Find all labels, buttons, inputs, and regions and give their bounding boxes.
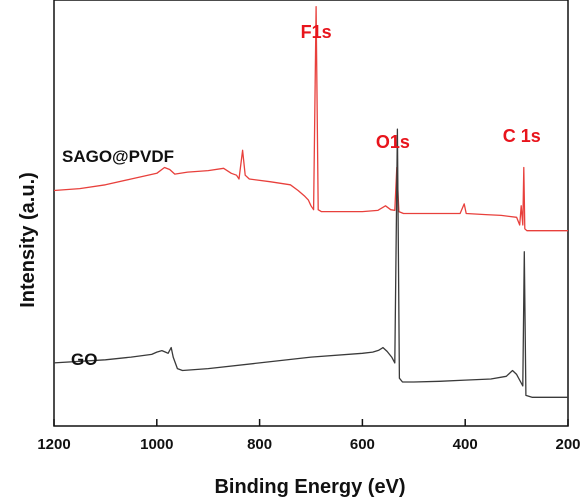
- x-tick-label: 600: [350, 436, 375, 453]
- peak-label-f1s: F1s: [301, 22, 332, 42]
- series-label-go: GO: [71, 350, 97, 369]
- series-line-sago-pvdf: [53, 6, 568, 232]
- peak-label-o1s: O1s: [376, 132, 410, 152]
- x-tick-label: 200: [555, 436, 580, 453]
- series-lines: [53, 6, 568, 398]
- x-tick-label: 800: [247, 436, 272, 453]
- peak-label-c1s: C 1s: [503, 126, 541, 146]
- y-axis-title: Intensity (a.u.): [17, 172, 39, 308]
- x-tick-label: 1200: [37, 436, 70, 453]
- series-label-sago-pvdf: SAGO@PVDF: [62, 147, 174, 166]
- x-tick-label: 1000: [140, 436, 173, 453]
- x-axis-title: Binding Energy (eV): [214, 476, 405, 498]
- x-tick-label: 400: [453, 436, 478, 453]
- x-axis-ticks: 1200 1000 800 600 400 200: [37, 419, 581, 453]
- plot-frame: [53, 0, 569, 427]
- series-line-go: [53, 128, 568, 398]
